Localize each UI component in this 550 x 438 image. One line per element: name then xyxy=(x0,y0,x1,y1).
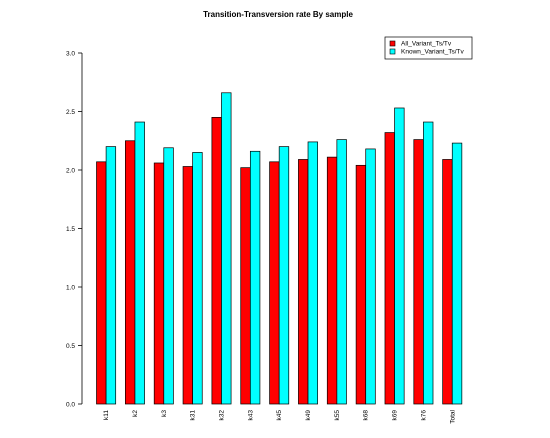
bar-known-variant-k45 xyxy=(278,146,290,405)
x-tick-label: k69 xyxy=(392,410,399,421)
bar-all-variant-k43 xyxy=(240,167,251,405)
bar-known-variant-k55 xyxy=(336,139,347,405)
bar-known-variant-k32 xyxy=(221,92,232,405)
bar-all-variant-k76 xyxy=(413,139,424,405)
x-axis: k11 k2 k3 k31 k32 k43 k45 k49 k55 k68 k69 k76 Total xyxy=(103,409,456,423)
x-tick-label: Total xyxy=(449,409,456,423)
y-tick-label: 0.5 xyxy=(66,343,75,350)
x-tick-label: k68 xyxy=(363,410,370,421)
y-tick-label: 2.0 xyxy=(66,167,75,174)
bar-all-variant-total xyxy=(442,159,453,405)
legend-swatch xyxy=(389,48,396,55)
bar-all-variant-k68 xyxy=(355,164,367,405)
bar-all-variant-k69 xyxy=(384,132,395,405)
x-tick-label: k3 xyxy=(161,410,168,417)
bar-known-variant-k68 xyxy=(365,148,376,405)
bar-known-variant-k3 xyxy=(163,147,174,405)
bar-all-variant-k55 xyxy=(326,156,338,405)
x-tick-label: k31 xyxy=(190,410,197,421)
y-tick-label: 2.5 xyxy=(66,109,75,116)
bar-all-variant-k45 xyxy=(269,161,280,405)
x-tick-label: k43 xyxy=(247,410,254,421)
x-tick-label: k49 xyxy=(305,410,312,421)
legend-label: Known_Variant_Ts/Tv xyxy=(401,49,464,56)
x-tick-label: k11 xyxy=(103,410,110,420)
y-tick-label: 1.5 xyxy=(66,226,75,233)
y-tick-label: 0.0 xyxy=(66,401,75,408)
bar-all-variant-k32 xyxy=(211,116,222,405)
bar-all-variant-k11 xyxy=(96,161,107,405)
y-tick-label: 3.0 xyxy=(66,50,75,57)
legend-box xyxy=(384,36,473,60)
legend-label: All_Variant_Ts/Tv xyxy=(401,41,452,48)
bar-known-variant-k76 xyxy=(423,121,434,405)
bar-all-variant-k49 xyxy=(298,159,309,405)
bar-known-variant-k31 xyxy=(192,152,203,405)
bar-known-variant-k69 xyxy=(394,107,405,405)
bar-known-variant-k49 xyxy=(307,141,318,405)
chart-title: Transition-Transversion rate By sample xyxy=(203,10,353,19)
x-tick-label: k45 xyxy=(276,410,283,421)
x-tick-label: k55 xyxy=(334,410,341,421)
bar-known-variant-k11 xyxy=(105,146,117,405)
bar-known-variant-k43 xyxy=(249,150,261,405)
y-axis: 0.0 0.5 1.0 1.5 2.0 2.5 3.0 xyxy=(66,50,83,408)
x-tick-label: k32 xyxy=(218,410,225,421)
bar-known-variant-total xyxy=(451,142,463,405)
legend-swatch xyxy=(389,40,396,47)
bar-all-variant-k2 xyxy=(124,140,136,405)
x-tick-label: k76 xyxy=(420,410,427,421)
bar-known-variant-k2 xyxy=(134,121,145,405)
y-tick-label: 1.0 xyxy=(66,284,75,291)
bar-all-variant-k31 xyxy=(182,166,193,405)
x-tick-label: k2 xyxy=(132,410,139,417)
bars xyxy=(96,92,463,405)
bar-all-variant-k3 xyxy=(153,162,165,405)
